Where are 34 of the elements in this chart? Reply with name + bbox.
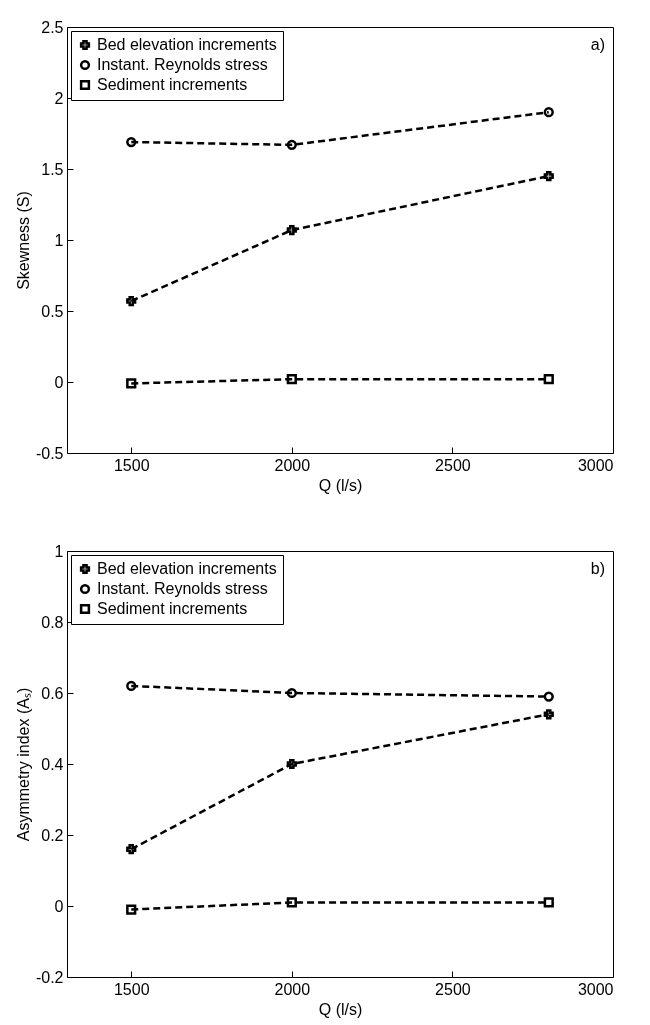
annotation: a) (590, 36, 605, 53)
y-tick-label: 2.5 (41, 18, 64, 36)
x-tick-label: 2000 (274, 456, 311, 474)
legend-label: Bed elevation increments (97, 560, 277, 577)
x-axis-title: Q (l/s) (318, 1000, 363, 1018)
y-axis-title: Skewness (S) (14, 191, 32, 290)
legend-label: Sediment increments (97, 76, 248, 93)
x-axis-title: Q (l/s) (318, 476, 363, 494)
annotation: b) (590, 560, 605, 577)
y-tick-label: -0.5 (35, 444, 64, 462)
y-tick-label: 1 (54, 542, 64, 560)
y-tick-label: 0.4 (41, 755, 64, 773)
x-tick-label: 1500 (113, 980, 150, 998)
y-tick-label: -0.2 (35, 968, 64, 986)
y-tick-label: 1.5 (41, 160, 64, 178)
legend-label: Bed elevation increments (97, 36, 277, 53)
x-tick-label: 2500 (435, 980, 471, 998)
y-tick-label: 1 (54, 231, 64, 249)
legend-label: Instant. Reynolds stress (97, 580, 268, 597)
x-tick-label: 3000 (577, 980, 614, 998)
y-tick-label: 0 (54, 373, 64, 391)
x-tick-label: 1500 (113, 456, 150, 474)
legend-label: Instant. Reynolds stress (97, 56, 268, 73)
x-tick-label: 2000 (274, 980, 311, 998)
y-tick-label: 2 (54, 89, 64, 107)
y-axis-title: Asymmetry index (Aₛ) (14, 687, 32, 842)
x-tick-label: 2500 (435, 456, 471, 474)
y-tick-label: 0 (54, 897, 64, 915)
x-tick-label: 3000 (577, 456, 614, 474)
y-tick-label: 0.6 (41, 684, 64, 702)
y-tick-label: 0.2 (41, 826, 64, 844)
legend-label: Sediment increments (97, 600, 248, 617)
y-tick-label: 0.8 (41, 613, 64, 631)
y-tick-label: 0.5 (41, 302, 64, 320)
